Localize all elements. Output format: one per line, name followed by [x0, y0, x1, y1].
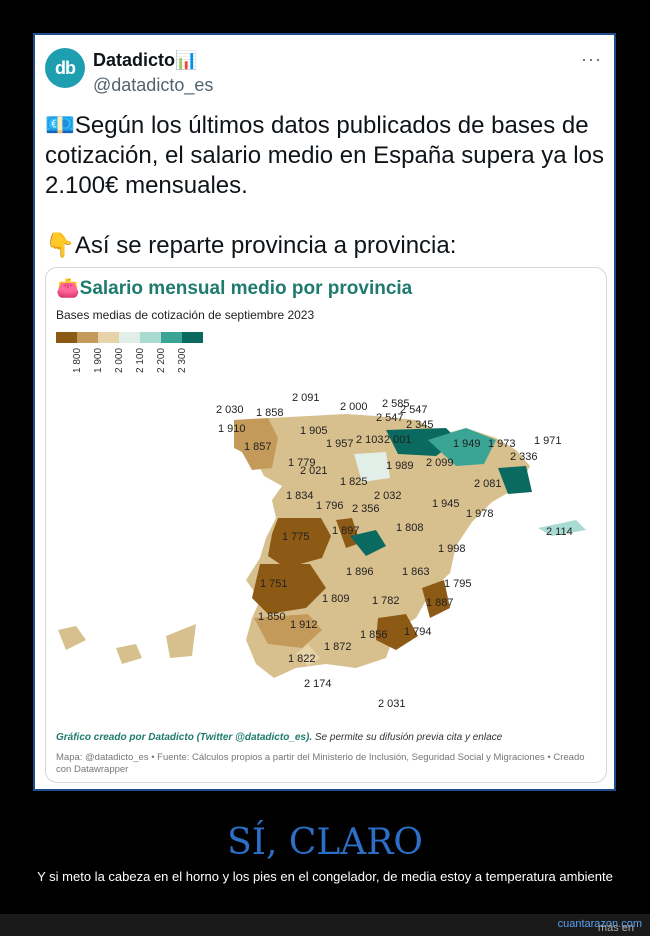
- legend-swatch-6: [161, 332, 182, 343]
- legend-swatch-2: [77, 332, 98, 343]
- tweet-text: 💶Según los últimos datos publicados de b…: [45, 111, 610, 261]
- value-label: 1 796: [316, 500, 344, 512]
- site-link[interactable]: cuantarazon.com: [557, 918, 642, 930]
- legend-swatch-1: [56, 332, 77, 343]
- value-label: 1 949: [453, 438, 481, 450]
- value-label: 2 031: [378, 698, 406, 710]
- value-label: 1 887: [426, 597, 454, 609]
- value-label: 2 547: [376, 412, 404, 424]
- value-label: 1 912: [290, 619, 318, 631]
- map-shapes: [58, 414, 586, 678]
- value-label: 2 114: [546, 526, 573, 538]
- value-label: 1 896: [346, 566, 374, 578]
- value-label: 2 345: [406, 419, 434, 431]
- value-label: 2 174: [304, 678, 332, 690]
- value-label: 2 030: [216, 404, 244, 416]
- value-label: 1 905: [300, 425, 328, 437]
- tweet-paragraph-2: 👇Así se reparte provincia a provincia:: [45, 232, 457, 259]
- value-label: 2 336: [510, 451, 538, 463]
- value-label: 2 081: [474, 478, 502, 490]
- value-label: 1 945: [432, 498, 460, 510]
- value-label: 1 863: [402, 566, 430, 578]
- value-label: 1 858: [256, 407, 284, 419]
- value-label: 1 822: [288, 653, 316, 665]
- chart-source: Mapa: @datadicto_es • Fuente: Cálculos p…: [56, 752, 585, 775]
- legend-swatch-5: [140, 332, 161, 343]
- value-label: 1 795: [444, 578, 472, 590]
- tweet-card: db Datadicto📊 @datadicto_es ··· 💶Según l…: [33, 33, 616, 791]
- legend-swatch-7: [182, 332, 203, 343]
- value-label: 2 103: [356, 434, 384, 446]
- value-label: 1 782: [372, 595, 400, 607]
- map-title: 👛Salario mensual medio por provincia: [56, 278, 413, 299]
- chart-credit: Gráfico creado por Datadicto (Twitter @d…: [56, 732, 503, 743]
- value-label: 1 856: [360, 629, 388, 641]
- value-label: 1 957: [326, 438, 354, 450]
- value-label: 1 809: [322, 593, 350, 605]
- map-image[interactable]: 👛Salario mensual medio por provincia Bas…: [45, 267, 607, 783]
- value-label: 1 834: [286, 490, 314, 502]
- color-legend: 1 800 1 900 2 000 2 100 2 200 2 300: [56, 332, 203, 373]
- avatar[interactable]: db: [45, 48, 85, 88]
- value-label: 1 751: [260, 578, 288, 590]
- value-label: 2 021: [300, 465, 328, 477]
- value-label: 2 000: [340, 401, 368, 413]
- value-label: 1 973: [488, 438, 516, 450]
- author-name[interactable]: Datadicto📊: [93, 50, 198, 70]
- value-label: 2 032: [374, 490, 402, 502]
- value-label: 1 971: [534, 435, 562, 447]
- value-label: 1 998: [438, 543, 466, 555]
- value-label: 2 585: [382, 398, 410, 410]
- value-label: 1 989: [386, 460, 414, 472]
- meme-headline: SÍ, CLARO: [227, 822, 423, 863]
- spain-province-map: 2 091 2 030 1 858 1 910 2 000 2 585 2 54…: [46, 368, 606, 718]
- legend-swatch-3: [98, 332, 119, 343]
- more-options-icon[interactable]: ···: [581, 49, 602, 69]
- value-label: 1 808: [396, 522, 424, 534]
- value-label: 1 825: [340, 476, 368, 488]
- value-label: 1 897: [332, 525, 360, 537]
- author-handle[interactable]: @datadicto_es: [93, 75, 214, 95]
- value-label: 1 910: [218, 423, 246, 435]
- value-label: 1 794: [404, 626, 432, 638]
- value-label: 1 779: [288, 457, 316, 469]
- value-label: 1 857: [244, 441, 272, 453]
- map-subtitle: Bases medias de cotización de septiembre…: [56, 308, 315, 322]
- value-label: 2 099: [426, 457, 454, 469]
- value-label: 2 091: [292, 392, 320, 404]
- value-label: 2 547: [400, 404, 428, 416]
- value-label: 1 978: [466, 508, 494, 520]
- value-label: 2 356: [352, 503, 380, 515]
- value-label: 1 850: [258, 611, 286, 623]
- meme-caption: Y si meto la cabeza en el horno y los pi…: [37, 869, 613, 884]
- tweet-paragraph-1: 💶Según los últimos datos publicados de b…: [45, 112, 604, 199]
- value-label: 1 775: [282, 531, 310, 543]
- value-label: 1 872: [324, 641, 352, 653]
- value-label: 2 001: [384, 434, 412, 446]
- legend-swatch-4: [119, 332, 140, 343]
- site-footer: más en cuantarazon.com: [0, 914, 650, 936]
